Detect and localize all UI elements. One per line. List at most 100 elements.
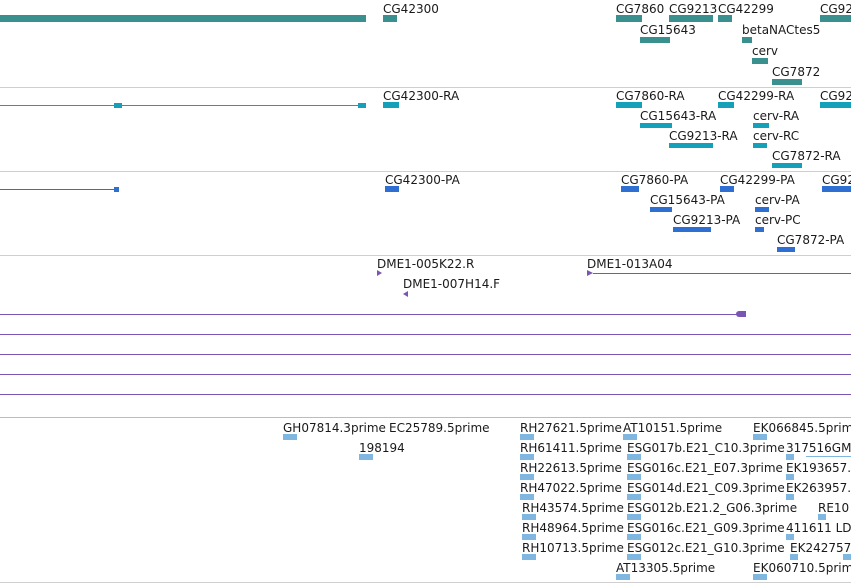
clone-end-marker[interactable] [403, 291, 408, 297]
est-label[interactable]: EK263957. [786, 481, 851, 495]
transcript-label[interactable]: CG42299-RA [718, 89, 795, 103]
gene-feature[interactable] [616, 15, 642, 22]
est-feature[interactable] [359, 454, 373, 460]
gene-label[interactable]: CG92 [820, 2, 851, 16]
transcript-label[interactable]: cerv-RC [753, 129, 800, 143]
est-label[interactable]: RH47022.5prime [520, 481, 622, 495]
protein-label[interactable]: CG9213-PA [673, 213, 741, 227]
protein-label[interactable]: CG92 [822, 173, 851, 187]
gene-feature[interactable] [820, 15, 851, 22]
transcript-exon[interactable] [772, 163, 802, 168]
transcript-exon[interactable] [753, 123, 769, 128]
protein-feature[interactable] [720, 186, 734, 192]
est-feature[interactable] [520, 474, 534, 480]
est-label[interactable]: EK193657. [786, 461, 851, 475]
est-feature[interactable] [786, 494, 794, 500]
est-label[interactable]: RH43574.5prime [522, 501, 624, 515]
gene-label[interactable]: CG7872 [772, 65, 821, 79]
est-label[interactable]: AT13305.5prime [616, 561, 716, 575]
transcript-label[interactable]: CG7860-RA [616, 89, 685, 103]
est-label[interactable]: EC25789.5prime [389, 421, 490, 435]
protein-feature[interactable] [114, 187, 119, 192]
est-feature[interactable] [520, 494, 534, 500]
protein-label[interactable]: CG7860-PA [621, 173, 689, 187]
protein-label[interactable]: cerv-PC [755, 213, 801, 227]
protein-label[interactable]: cerv-PA [755, 193, 800, 207]
est-label[interactable]: AT10151.5prime [623, 421, 723, 435]
est-feature[interactable] [623, 434, 637, 440]
est-feature[interactable] [520, 434, 534, 440]
transcript-label[interactable]: CG92 [820, 89, 851, 103]
gene-label[interactable]: betaNACtes5 [742, 23, 821, 37]
transcript-exon[interactable] [718, 102, 734, 108]
est-feature[interactable] [520, 454, 534, 460]
est-label[interactable]: ESG012c.E21_G10.3prime [627, 541, 785, 555]
est-label[interactable]: EK060710.5prim [753, 561, 851, 575]
clone-end-block[interactable] [736, 311, 746, 317]
est-label[interactable]: GH07814.3prime [283, 421, 386, 435]
transcript-exon[interactable] [640, 123, 672, 128]
transcript-exon[interactable] [820, 102, 851, 108]
est-feature[interactable] [790, 554, 798, 560]
transcript-label[interactable]: CG42300-RA [383, 89, 460, 103]
protein-feature[interactable] [673, 227, 711, 232]
clone-span-line[interactable] [0, 334, 851, 335]
clone-span-line[interactable] [593, 273, 851, 274]
est-label[interactable]: ESG014d.E21_C09.3prime [627, 481, 785, 495]
protein-feature[interactable] [385, 186, 399, 192]
est-label[interactable]: 317516GM [786, 441, 851, 455]
est-feature[interactable] [753, 434, 767, 440]
est-feature[interactable] [843, 554, 851, 560]
transcript-exon[interactable] [358, 103, 366, 108]
est-label[interactable]: EK066845.5prim [753, 421, 851, 435]
est-feature[interactable] [627, 534, 641, 540]
est-label[interactable]: ESG016c.E21_E07.3prime [627, 461, 783, 475]
est-feature[interactable] [522, 534, 536, 540]
est-feature[interactable] [627, 474, 641, 480]
est-label[interactable]: 411611 LD [786, 521, 851, 535]
gene-label[interactable]: CG42300 [383, 2, 439, 16]
est-label[interactable]: RH22613.5prime [520, 461, 622, 475]
transcript-exon[interactable] [616, 102, 642, 108]
protein-label[interactable]: CG7872-PA [777, 233, 845, 247]
est-label[interactable]: EK242757 [790, 541, 851, 555]
clone-label[interactable]: DME1-007H14.F [403, 277, 501, 291]
est-feature[interactable] [522, 554, 536, 560]
gene-feature[interactable] [669, 15, 713, 22]
clone-end-marker[interactable] [377, 270, 382, 276]
gene-label[interactable]: CG9213 [669, 2, 718, 16]
clone-span-line[interactable] [0, 374, 851, 375]
protein-feature[interactable] [650, 207, 672, 212]
protein-label[interactable]: CG42299-PA [720, 173, 795, 187]
est-feature[interactable] [616, 574, 630, 580]
est-feature[interactable] [818, 514, 826, 520]
protein-feature[interactable] [777, 247, 795, 252]
clone-end-marker[interactable] [587, 270, 593, 276]
est-label[interactable]: RH48964.5prime [522, 521, 624, 535]
protein-feature[interactable] [822, 186, 851, 192]
est-feature[interactable] [627, 514, 641, 520]
gene-label[interactable]: CG7860 [616, 2, 665, 16]
est-feature[interactable] [627, 454, 641, 460]
transcript-exon[interactable] [383, 102, 399, 108]
protein-label[interactable]: CG42300-PA [385, 173, 460, 187]
transcript-label[interactable]: CG9213-RA [669, 129, 738, 143]
est-label[interactable]: RH61411.5prime [520, 441, 622, 455]
transcript-label[interactable]: CG7872-RA [772, 149, 841, 163]
gene-label[interactable]: cerv [752, 44, 779, 58]
est-label[interactable]: ESG016c.E21_G09.3prime [627, 521, 785, 535]
clone-label[interactable]: DME1-005K22.R [377, 257, 475, 271]
gene-feature[interactable] [0, 15, 366, 22]
est-label[interactable]: RH27621.5prime [520, 421, 622, 435]
protein-feature[interactable] [755, 227, 764, 232]
gene-feature[interactable] [640, 37, 670, 43]
est-label[interactable]: 198194 [359, 441, 405, 455]
transcript-exon[interactable] [753, 143, 767, 148]
est-label[interactable]: RE10 [818, 501, 850, 515]
transcript-exon[interactable] [669, 143, 713, 148]
transcript-label[interactable]: cerv-RA [753, 109, 800, 123]
est-feature[interactable] [627, 554, 641, 560]
protein-feature[interactable] [621, 186, 639, 192]
protein-label[interactable]: CG15643-PA [650, 193, 725, 207]
est-feature[interactable] [786, 534, 794, 540]
